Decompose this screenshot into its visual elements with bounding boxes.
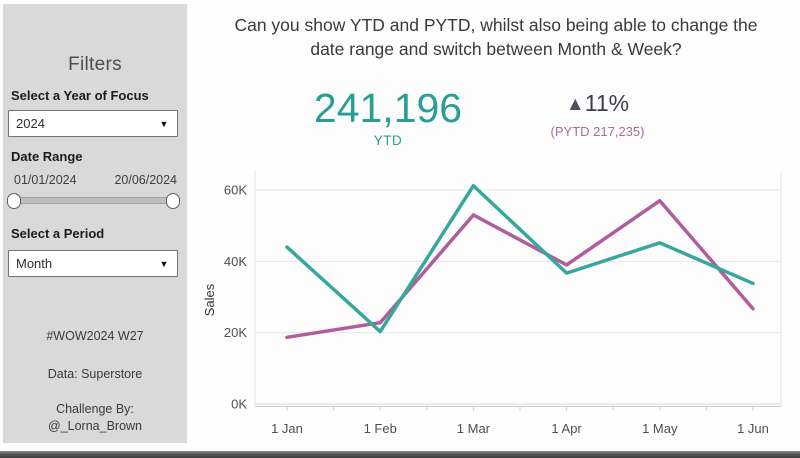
bottom-window-edge (0, 451, 800, 458)
triangle-up-icon: ▲ (565, 94, 585, 115)
y-tick-label: 60K (224, 183, 247, 198)
period-select-value: Month (16, 256, 53, 271)
y-tick-label: 0K (231, 397, 247, 412)
ytd-line[interactable] (285, 183, 755, 334)
challenge-hashtag: #WOW2024 W27 (46, 329, 144, 343)
x-tick-label: 1 Jan (271, 421, 303, 436)
pytd-line[interactable] (285, 198, 755, 340)
ytd-label: YTD (373, 133, 403, 148)
dashboard-title: Can you show YTD and PYTD, whilst also b… (200, 14, 792, 61)
pytd-value: (PYTD 217,235) (550, 124, 645, 139)
x-tick-label: 1 Jun (737, 421, 769, 436)
slider-handle-start[interactable] (7, 193, 21, 209)
period-select[interactable]: Month ▼ (8, 250, 178, 277)
date-range-start: 01/01/2024 (14, 173, 77, 187)
y-axis-title: Sales (202, 283, 217, 316)
line-chart-svg: 0K 20K 40K 60K 1 Jan 1 Feb 1 Mar 1 Apr 1 May 1 Ju… (202, 170, 782, 436)
dashboard-title-line1: Can you show YTD and PYTD, whilst also b… (234, 15, 758, 35)
challenge-author: @_Lorna_Brown (48, 419, 142, 433)
chevron-down-icon: ▼ (159, 258, 169, 269)
year-select-value: 2024 (16, 116, 45, 131)
date-range-values: 01/01/2024 20/06/2024 (3, 173, 187, 187)
dashboard-title-line2: date range and switch between Month & We… (310, 38, 682, 59)
x-tick-label: 1 Apr (551, 421, 582, 436)
y-tick-label: 40K (224, 254, 247, 269)
filters-panel: Filters Select a Year of Focus 2024 ▼ Da… (3, 4, 187, 443)
year-filter-label: Select a Year of Focus (11, 88, 149, 103)
date-range-end: 20/06/2024 (114, 173, 177, 187)
delta-value: 11% (584, 90, 630, 116)
x-tick-label: 1 Mar (457, 421, 491, 436)
sales-line-chart: 0K 20K 40K 60K 1 Jan 1 Feb 1 Mar 1 Apr 1 May 1 Ju… (200, 160, 800, 450)
period-filter-label: Select a Period (11, 226, 105, 241)
date-range-label: Date Range (11, 149, 83, 164)
challenge-by-label: Challenge By: (56, 402, 134, 416)
x-tick-label: 1 Feb (364, 421, 397, 436)
y-tick-label: 20K (224, 325, 247, 340)
x-tick-label: 1 May (642, 421, 678, 436)
year-select[interactable]: 2024 ▼ (8, 110, 178, 137)
ytd-value: 241,196 (313, 85, 463, 131)
data-source-note: Data: Superstore (47, 367, 143, 381)
slider-handle-end[interactable] (166, 193, 180, 209)
date-range-slider[interactable] (7, 193, 180, 209)
filters-title: Filters (68, 54, 122, 75)
delta-indicator: ▲11% (520, 90, 675, 117)
chevron-down-icon: ▼ (159, 118, 169, 129)
